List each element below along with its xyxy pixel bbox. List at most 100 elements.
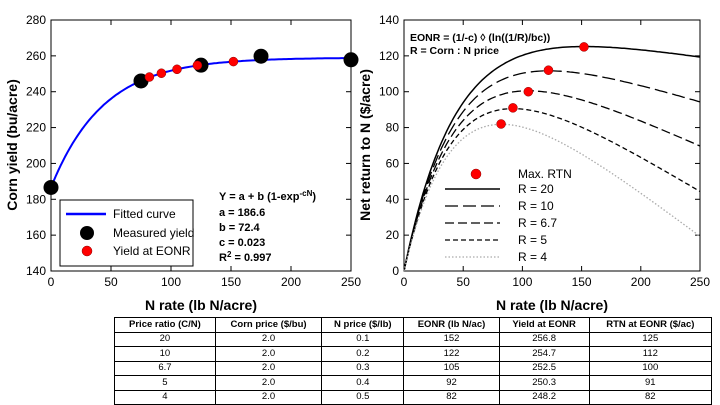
table-row: 5 2.0 0.4 92 250.3 91 [114,375,713,391]
return-x-axis-label: N rate (lb N/acre) [496,297,608,313]
yield-at-eonr-point [172,64,182,75]
yield-at-eonr-point [192,60,203,71]
legend-measured-yield-label: Measured yield [113,226,194,240]
equation-line-a: a = 186.6 [219,207,265,219]
table-cell: 0.3 [321,360,405,376]
max-rtn-point [523,86,534,97]
legend-line-label: R = 10 [518,199,554,213]
table-cell: 152 [403,331,500,347]
equation-line-1: Y = a + b (1-exp-cN) [219,189,316,203]
measured-yield-point [253,48,269,64]
y-tick-label: 240 [26,85,46,99]
y-tick-label: 40 [386,192,400,206]
max-rtn-point [543,65,554,75]
figure: 0 50 100 150 200 250140160180200220240260280 … [4,13,710,313]
table-cell: 2.0 [214,331,323,347]
yield-x-axis-label: N rate (lb N/acre) [145,297,257,313]
x-tick-label: 250 [690,275,710,289]
table-cell: 6.7 [114,360,216,376]
price-ratio-definition: R = Corn : N price [410,45,499,57]
table-cell: 256.8 [498,331,590,347]
table-header-cell: N price ($/lb) [321,317,405,333]
table-cell: 252.5 [498,360,590,376]
table-cell: 248.2 [498,389,590,405]
max-rtn-point [579,42,589,52]
yield-at-eonr-point [144,72,155,82]
eonr-table: Price ratio (C/N) Corn price ($/bu) N pr… [114,317,713,405]
legend-yield-eonr-swatch [81,245,93,257]
y-tick-label: 120 [379,49,399,63]
table-cell: 0.5 [321,389,405,405]
eonr-formula: EONR = (1/-c) ◊ (ln((1/R)/bc)) [410,32,550,44]
y-tick-label: 80 [386,121,400,135]
table-cell: 2.0 [214,346,323,362]
return-legend: Max. RTN R = 20 R = 10 R = 6.7 R = 5 R = 4 [445,167,572,264]
table-cell: 20 [114,331,216,347]
table-cell: 92 [403,375,500,391]
x-tick-label: 100 [161,275,181,289]
x-tick-label: 150 [572,275,592,289]
y-tick-label: 160 [26,228,46,242]
y-tick-label: 100 [379,85,399,99]
x-tick-label: 50 [104,275,118,289]
table-row: 6.7 2.0 0.3 105 252.5 100 [114,360,713,376]
return-curve [403,108,701,272]
yield-at-eonr-point [156,68,167,78]
legend-measured-yield-swatch [80,226,94,240]
table-cell: 100 [588,360,713,376]
yield-at-eonr-point [228,56,239,67]
y-tick-label: 280 [26,13,46,27]
legend-line-label: R = 6.7 [518,216,557,230]
return-curve [403,90,701,272]
return-plot-frame [403,19,701,272]
table-cell: 105 [403,360,500,376]
measured-yield-point [343,52,359,68]
x-tick-label: 0 [401,275,408,289]
table-cell: 5 [114,375,216,391]
x-tick-label: 200 [281,275,301,289]
table-header-row: Price ratio (C/N) Corn price ($/bu) N pr… [114,317,713,333]
yield-y-axis-label: Corn yield (bu/acre) [4,79,20,210]
table-cell: 112 [588,346,713,362]
legend-max-rtn-label: Max. RTN [518,167,572,181]
y-tick-label: 60 [386,156,400,170]
table-cell: 10 [114,346,216,362]
table-cell: 250.3 [498,375,590,391]
y-tick-label: 180 [26,192,46,206]
table-cell: 0.1 [321,331,405,347]
yield-legend: Fitted curve Measured yield Yield at EON… [59,199,194,267]
table-cell: 2.0 [214,389,323,405]
table-cell: 0.2 [321,346,405,362]
x-tick-label: 150 [221,275,241,289]
table-header-cell: Yield at EONR [498,317,590,333]
fitted-curve-line [50,57,351,188]
table-row: 4 2.0 0.5 82 248.2 82 [114,389,713,405]
table-row: 20 2.0 0.1 152 256.8 125 [114,331,713,347]
y-tick-label: 140 [26,264,46,278]
legend-line-label: R = 4 [518,250,547,264]
table-cell: 2.0 [214,375,323,391]
return-curve [403,123,701,272]
equation-line-r2: R2 = 0.997 [219,250,271,264]
legend-yield-eonr-label: Yield at EONR [113,244,191,258]
table-cell: 82 [588,389,713,405]
legend-max-rtn-swatch [470,168,482,180]
yield-plot-frame [50,19,352,272]
yield-chart: 0 50 100 150 200 250140160180200220240260280 … [4,13,361,313]
y-tick-label: 140 [379,13,399,27]
table-header-cell: EONR (lb N/ac) [403,317,500,333]
x-tick-label: 100 [512,275,532,289]
return-y-axis-label: Net return to N ($/acre) [357,69,373,221]
table-header-cell: RTN at EONR ($/ac) [588,317,713,333]
table-cell: 91 [588,375,713,391]
y-tick-label: 260 [26,49,46,63]
return-curve [403,45,701,272]
table-header-cell: Price ratio (C/N) [114,317,216,333]
table-cell: 125 [588,331,713,347]
table-row: 10 2.0 0.2 122 254.7 112 [114,346,713,362]
max-rtn-point [496,119,506,129]
equation-annotation: Y = a + b (1-exp-cN) a = 186.6 b = 72.4 … [219,189,316,264]
table-cell: 4 [114,389,216,405]
x-tick-label: 0 [48,275,55,289]
legend-fitted-curve-label: Fitted curve [113,207,176,221]
